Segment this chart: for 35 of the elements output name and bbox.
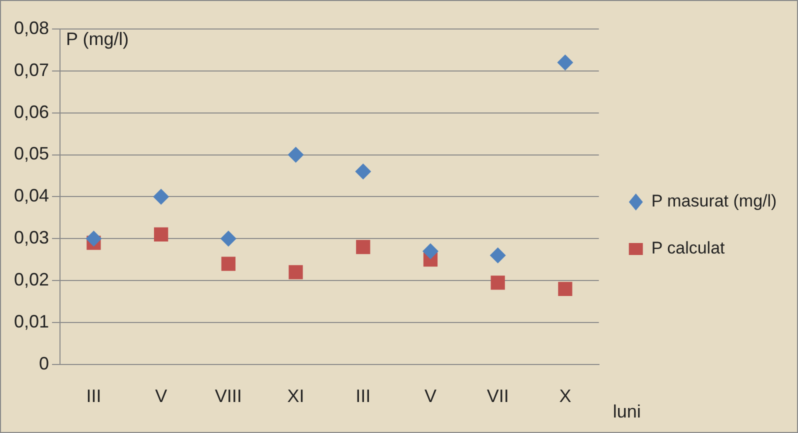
point <box>557 54 574 71</box>
x-axis-title: luni <box>612 401 641 422</box>
point <box>153 188 170 205</box>
legend-label: P calculat <box>651 238 726 258</box>
x-tick-label: VIII <box>214 386 242 406</box>
x-tick-label: V <box>155 386 168 406</box>
y-tick-label: 0,06 <box>14 102 50 122</box>
point <box>558 282 572 296</box>
y-tick-label: 0,08 <box>14 18 50 38</box>
point <box>490 276 505 290</box>
x-tick-label: X <box>559 386 572 406</box>
y-tick-label: 0,07 <box>14 60 50 80</box>
point <box>154 227 168 242</box>
x-tick-label: XI <box>287 386 304 406</box>
x-tick-label: III <box>86 386 102 406</box>
y-tick-label: 0,03 <box>14 228 50 248</box>
point <box>86 230 102 247</box>
y-axis-title: P (mg/l) <box>66 28 129 49</box>
x-tick-label: III <box>356 386 371 406</box>
point <box>288 265 303 280</box>
y-tick-label: 0 <box>39 353 50 374</box>
x-tick-label: V <box>424 386 436 406</box>
point <box>288 146 304 163</box>
point <box>490 247 506 264</box>
point <box>220 230 236 247</box>
point <box>422 243 438 260</box>
y-tick-label: 0,05 <box>14 144 50 164</box>
x-tick-label: VII <box>486 386 509 406</box>
y-tick-label: 0,01 <box>14 311 50 332</box>
point <box>221 256 236 271</box>
point <box>355 164 372 180</box>
legend-label: P masurat (mg/l) <box>651 192 777 211</box>
y-tick-label: 0,04 <box>14 186 50 206</box>
point <box>356 240 370 254</box>
y-tick-label: 0,02 <box>14 270 50 290</box>
